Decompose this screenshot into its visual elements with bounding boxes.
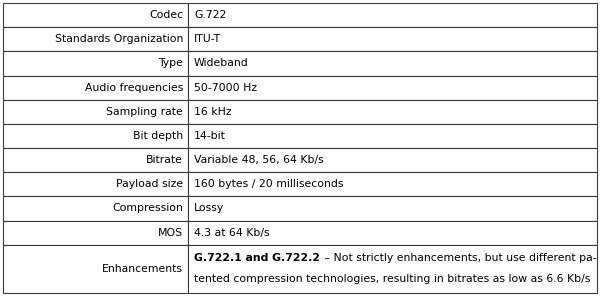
Text: Compression: Compression <box>112 203 183 213</box>
Bar <box>188 124 597 148</box>
Text: Bit depth: Bit depth <box>133 131 183 141</box>
Bar <box>3 245 188 293</box>
Text: tented compression technologies, resulting in bitrates as low as 6.6 Kb/s: tented compression technologies, resulti… <box>194 274 590 284</box>
Text: 4.3 at 64 Kb/s: 4.3 at 64 Kb/s <box>194 228 269 238</box>
Bar <box>188 3 597 27</box>
Text: Type: Type <box>158 58 183 68</box>
Text: MOS: MOS <box>158 228 183 238</box>
Text: 16 kHz: 16 kHz <box>194 107 232 117</box>
Bar <box>3 27 188 51</box>
Text: G.722.1 and G.722.2: G.722.1 and G.722.2 <box>194 253 320 263</box>
Bar <box>3 172 188 196</box>
Bar <box>188 51 597 75</box>
Text: Enhancements: Enhancements <box>102 264 183 274</box>
Bar <box>3 124 188 148</box>
Bar <box>3 100 188 124</box>
Bar <box>188 245 597 293</box>
Bar <box>188 148 597 172</box>
Bar <box>188 172 597 196</box>
Bar <box>3 221 188 245</box>
Text: Wideband: Wideband <box>194 58 249 68</box>
Text: Bitrate: Bitrate <box>146 155 183 165</box>
Bar <box>3 148 188 172</box>
Bar <box>3 196 188 221</box>
Bar <box>188 100 597 124</box>
Bar <box>188 27 597 51</box>
Text: G.722: G.722 <box>194 10 226 20</box>
Text: Standards Organization: Standards Organization <box>55 34 183 44</box>
Text: Audio frequencies: Audio frequencies <box>85 83 183 93</box>
Bar <box>188 221 597 245</box>
Bar <box>3 75 188 100</box>
Bar <box>3 51 188 75</box>
Text: Variable 48, 56, 64 Kb/s: Variable 48, 56, 64 Kb/s <box>194 155 324 165</box>
Text: Lossy: Lossy <box>194 203 224 213</box>
Bar <box>188 75 597 100</box>
Text: Codec: Codec <box>149 10 183 20</box>
Text: ITU-T: ITU-T <box>194 34 221 44</box>
Text: 160 bytes / 20 milliseconds: 160 bytes / 20 milliseconds <box>194 179 343 189</box>
Text: – Not strictly enhancements, but use different pa-: – Not strictly enhancements, but use dif… <box>321 253 596 263</box>
Bar <box>3 3 188 27</box>
Text: 14-bit: 14-bit <box>194 131 226 141</box>
Text: Sampling rate: Sampling rate <box>106 107 183 117</box>
Text: 50-7000 Hz: 50-7000 Hz <box>194 83 257 93</box>
Text: Payload size: Payload size <box>116 179 183 189</box>
Bar <box>188 196 597 221</box>
